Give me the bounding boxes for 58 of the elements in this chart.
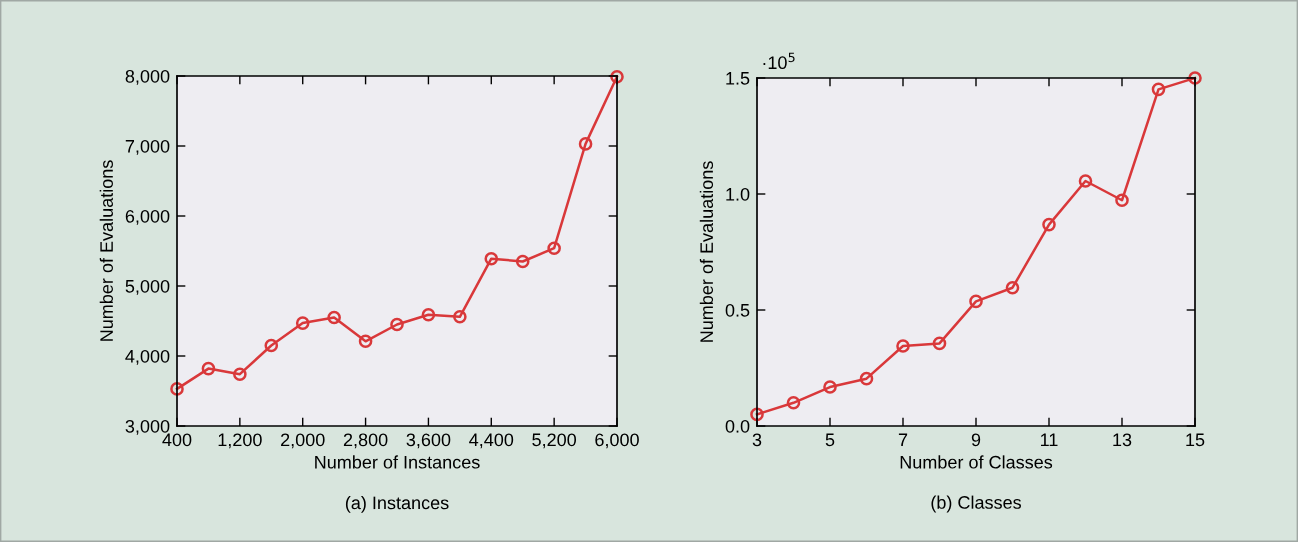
x-tick-label: 3,600 (406, 433, 451, 449)
point (453, 309, 467, 324)
point (390, 317, 404, 332)
point (1078, 174, 1093, 188)
x-tick-label: 1,200 (218, 433, 262, 449)
point (170, 382, 184, 396)
x-tick-label: 13 (1113, 433, 1132, 447)
x-tick-label: 11 (1041, 433, 1058, 447)
y-axis-title: Number of Evaluations (99, 160, 113, 341)
point (1151, 82, 1166, 97)
y-tick-label: 0.5 (725, 303, 750, 317)
x-tick-label: 5,200 (532, 433, 577, 449)
x-tick-label: 3 (752, 433, 762, 447)
point (932, 336, 947, 351)
point (484, 251, 499, 266)
point (547, 241, 561, 256)
y-tick-label: 6,000 (125, 209, 170, 225)
x-axis-title: Number of Classes (900, 455, 1053, 469)
point (515, 254, 530, 269)
x-tick-label: 7 (898, 433, 908, 447)
x-tick-label: 4,400 (469, 433, 514, 449)
y-tick-label: 8,000 (125, 69, 170, 85)
point (233, 367, 247, 382)
point (786, 395, 801, 410)
x-tick-label: 15 (1186, 433, 1205, 447)
y-tick-label: 4,000 (125, 349, 170, 365)
y-tick-label: 0.0 (725, 419, 750, 433)
point (295, 316, 310, 330)
y-axis-title: Number of Evaluations (699, 161, 714, 342)
y-tick-label: 5,000 (125, 279, 170, 295)
x-tick-label: 9 (971, 433, 981, 447)
point (358, 334, 373, 349)
y-tick-label: 3,000 (125, 419, 170, 435)
text: (a) Instances (345, 496, 449, 513)
x-tick-label: 6,000 (595, 433, 639, 449)
x-tick-label: 2,800 (343, 433, 388, 449)
text: ·10$^{5}$ (763, 52, 795, 70)
point (823, 380, 837, 394)
y-tick-label: 1.5 (726, 72, 750, 85)
y-tick-label: 1.0 (726, 187, 750, 201)
point (1005, 280, 1020, 295)
point (578, 137, 593, 151)
x-tick-label: 5 (825, 433, 835, 447)
point (969, 294, 983, 309)
y-tick-label: 7,000 (125, 139, 170, 155)
point (421, 307, 436, 322)
point (264, 338, 279, 353)
x-axis-title: Number of Instances (315, 455, 480, 469)
text: (b) Classes (931, 495, 1021, 513)
point (327, 310, 341, 325)
x-tick-label: 400 (162, 433, 192, 447)
point (859, 371, 874, 386)
point (201, 361, 216, 376)
point (1115, 193, 1129, 208)
point (750, 407, 764, 422)
point (1042, 217, 1056, 232)
point (896, 339, 910, 353)
x-tick-label: 2,000 (281, 433, 325, 449)
